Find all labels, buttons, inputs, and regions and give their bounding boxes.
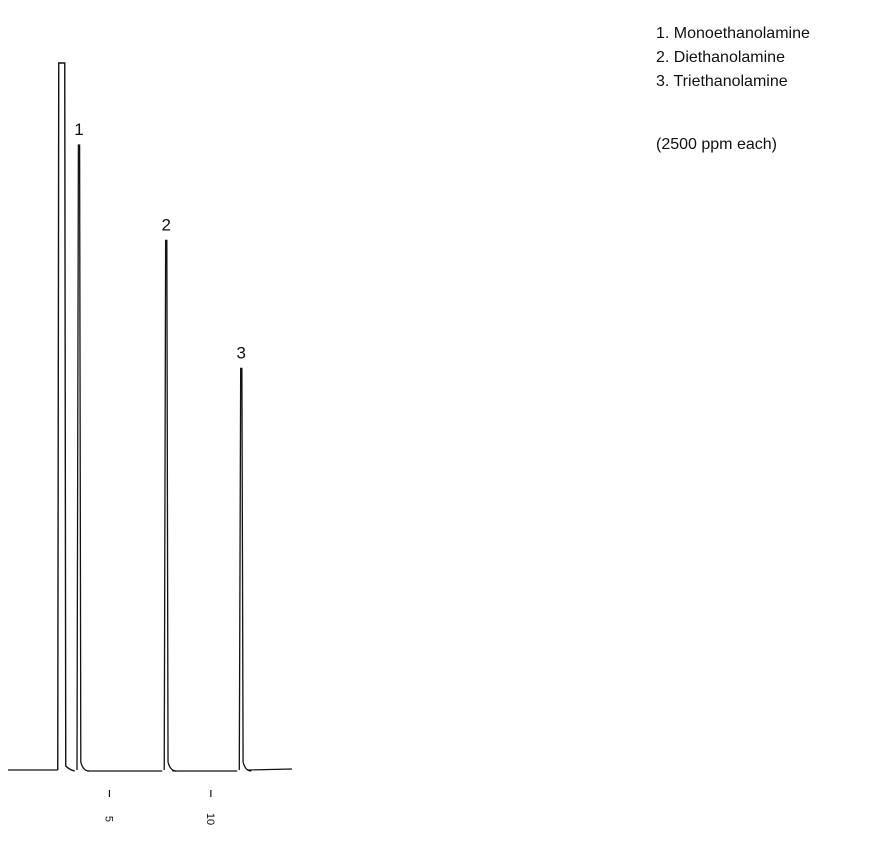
peak-label-2: 2 [161, 215, 170, 234]
legend-item-diethanolamine: 2. Diethanolamine [656, 49, 785, 66]
peak-1 [76, 144, 90, 772]
x-tick-label-10: 10 [204, 813, 216, 825]
x-tick-label-5: 5 [102, 816, 114, 822]
baseline-trace [8, 768, 293, 772]
solvent-peak [57, 62, 75, 772]
peak-label-layer: 1 2 3 [74, 120, 246, 362]
legend: 1. Monoethanolamine 2. Diethanolamine 3.… [656, 22, 810, 94]
concentration-note: (2500 ppm each) [656, 136, 777, 153]
legend-item-triethanolamine: 3. Triethanolamine [656, 73, 788, 90]
tick-layer: 5 10 [102, 790, 216, 825]
peak-2 [163, 239, 177, 772]
peak-label-1: 1 [74, 120, 83, 139]
peak-3 [238, 367, 252, 772]
peak-label-3: 3 [237, 343, 246, 362]
legend-item-monoethanolamine: 1. Monoethanolamine [656, 25, 810, 42]
trace-layer [8, 62, 293, 772]
